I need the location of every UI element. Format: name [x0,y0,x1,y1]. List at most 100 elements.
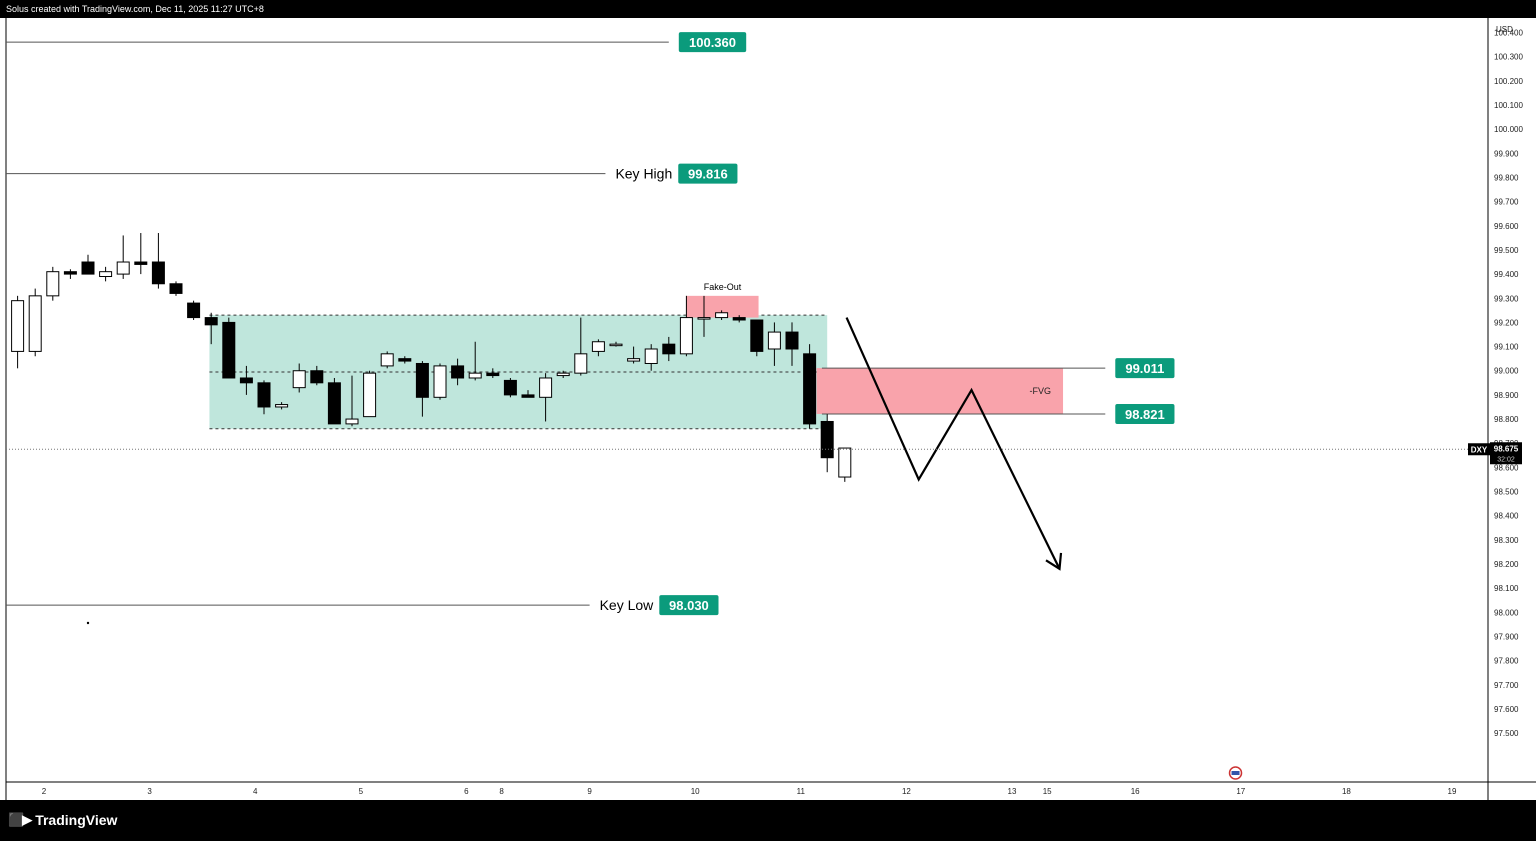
price-tick-27: 97.700 [1494,681,1519,690]
time-tick-6: 9 [587,787,592,796]
candle-body-22[interactable] [398,358,412,362]
level-label-1: Key High [615,166,672,182]
candle-body-24[interactable] [433,365,447,398]
price-tick-7: 99.700 [1494,198,1519,207]
candle-body-20[interactable] [363,372,377,418]
candle-body-2[interactable] [46,271,60,297]
candle-body-30[interactable] [539,377,553,398]
candle-body-31[interactable] [556,372,570,377]
candle-body-11[interactable] [204,317,218,326]
level-price-text-1: 99.816 [688,167,728,182]
candle-body-37[interactable] [662,343,676,355]
price-tick-20: 98.400 [1494,512,1519,521]
candle-body-34[interactable] [609,343,623,347]
candle-body-4[interactable] [81,261,95,275]
fvg-zone [816,368,1064,414]
candle-body-28[interactable] [503,379,517,396]
price-tick-16: 98.800 [1494,415,1519,424]
time-tick-4: 6 [464,787,469,796]
candle-body-41[interactable] [732,317,746,321]
price-tick-19: 98.500 [1494,488,1519,497]
candle-body-42[interactable] [750,319,764,352]
price-tick-0: 100.400 [1494,28,1523,37]
candle-body-12[interactable] [222,321,236,379]
tradingview-logo-icon: ⬛▶ [8,812,32,827]
candle-body-46[interactable] [820,420,834,459]
candle-body-19[interactable] [345,418,359,425]
candle-body-47[interactable] [838,447,852,478]
time-tick-1: 3 [147,787,152,796]
price-tick-3: 100.100 [1494,101,1523,110]
fvg-label: -FVG [1030,386,1052,396]
candle-body-43[interactable] [767,331,781,350]
level-label-2: Key Low [600,597,655,613]
time-tick-8: 11 [797,787,806,796]
time-tick-2: 4 [253,787,258,796]
level-price-badge-2 [659,595,719,616]
price-tick-13: 99.100 [1494,343,1519,352]
candle-body-0[interactable] [11,300,25,352]
price-axis-currency: USD [1496,25,1513,34]
bottom-brand-bar: ⬛▶ TradingView [0,800,1536,841]
candle-body-21[interactable] [380,353,394,367]
price-tick-24: 98.000 [1494,608,1519,617]
economic-event-flag-stripe [1231,771,1240,775]
candle-body-5[interactable] [99,271,113,278]
candle-body-18[interactable] [327,382,341,425]
price-tick-23: 98.100 [1494,584,1519,593]
candle-body-8[interactable] [151,261,165,285]
candle-body-25[interactable] [451,365,465,379]
time-tick-10: 13 [1008,787,1017,796]
candle-body-35[interactable] [627,358,641,362]
price-tick-9: 99.500 [1494,246,1519,255]
candle-body-6[interactable] [116,261,130,275]
candle-body-13[interactable] [239,377,253,384]
last-price-symbol: DXY [1471,445,1488,454]
price-tick-6: 99.800 [1494,173,1519,182]
fakeout-label: Fake-Out [704,282,742,292]
projection-arrowhead [1045,552,1063,571]
candle-body-40[interactable] [715,312,729,319]
price-tick-1: 100.300 [1494,53,1523,62]
stray-dot [86,621,90,625]
level-price-badge-3 [1115,358,1175,379]
candle-body-45[interactable] [803,353,817,425]
candle-body-16[interactable] [292,370,306,389]
candle-body-17[interactable] [310,370,324,384]
time-tick-7: 10 [691,787,700,796]
level-price-text-3: 99.011 [1125,361,1164,376]
candle-body-15[interactable] [275,404,289,408]
candle-body-36[interactable] [644,348,658,364]
candle-body-27[interactable] [486,372,500,377]
price-tick-2: 100.200 [1494,77,1523,86]
candle-body-9[interactable] [169,283,183,294]
tradingview-brand[interactable]: ⬛▶ TradingView [8,812,117,828]
candle-body-29[interactable] [521,394,535,398]
level-price-badge-1 [678,163,738,184]
price-tick-4: 100.000 [1494,125,1523,134]
candle-body-32[interactable] [574,353,588,374]
candle-body-10[interactable] [187,302,201,319]
candle-body-23[interactable] [415,362,429,398]
level-price-text-4: 98.821 [1125,407,1165,422]
bar-countdown: 32:02 [1497,456,1515,463]
candle-body-38[interactable] [679,317,693,355]
price-tick-25: 97.900 [1494,632,1519,641]
candle-body-7[interactable] [134,261,148,265]
candle-body-1[interactable] [28,295,42,352]
projection-path [845,317,1061,570]
candle-body-26[interactable] [468,372,482,379]
candle-body-14[interactable] [257,382,271,408]
candle-body-39[interactable] [697,317,711,320]
time-tick-13: 17 [1236,787,1245,796]
price-tick-21: 98.300 [1494,536,1519,545]
candle-body-3[interactable] [63,271,77,275]
price-tick-18: 98.600 [1494,463,1519,472]
price-tick-11: 99.300 [1494,294,1519,303]
candle-body-44[interactable] [785,331,799,350]
last-price-badge [1490,442,1522,465]
time-tick-15: 19 [1448,787,1457,796]
candle-body-33[interactable] [591,341,605,352]
